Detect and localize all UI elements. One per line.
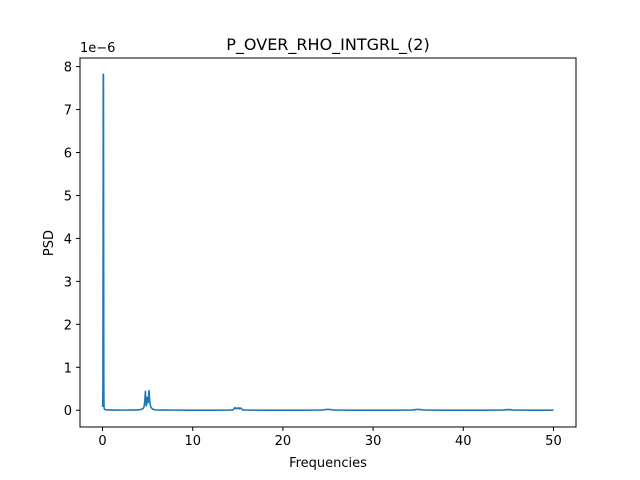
x-axis-label: Frequencies xyxy=(289,456,367,471)
y-tick-label: 7 xyxy=(64,104,72,119)
chart-title: P_OVER_RHO_INTGRL_(2) xyxy=(226,35,429,55)
y-tick-label: 2 xyxy=(64,318,72,333)
y-offset-text: 1e−6 xyxy=(80,41,115,56)
y-tick-label: 4 xyxy=(64,232,72,247)
x-tick-label: 30 xyxy=(365,434,382,449)
y-tick-label: 6 xyxy=(64,147,72,162)
y-axis-ticks: 0 1 2 3 4 5 6 7 8 xyxy=(64,61,80,419)
x-tick-label: 10 xyxy=(184,434,201,449)
y-tick-label: 5 xyxy=(64,189,72,204)
axes-frame xyxy=(79,57,577,428)
y-tick-label: 1 xyxy=(64,361,72,376)
y-axis-label: PSD xyxy=(42,230,57,256)
psd-series-line xyxy=(101,73,554,411)
x-tick-label: 20 xyxy=(275,434,292,449)
plot-area xyxy=(101,73,554,411)
x-tick-label: 50 xyxy=(545,434,562,449)
y-tick-label: 0 xyxy=(64,404,72,419)
x-tick-label: 40 xyxy=(455,434,472,449)
y-tick-label: 8 xyxy=(64,61,72,76)
x-tick-label: 0 xyxy=(98,434,106,449)
y-tick-label: 3 xyxy=(64,275,72,290)
x-axis-ticks: 0 10 20 30 40 50 xyxy=(98,427,562,449)
